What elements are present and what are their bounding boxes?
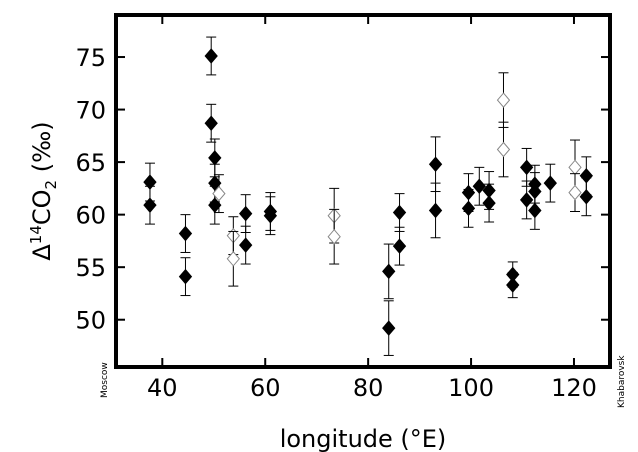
data-point-filled [428,156,443,172]
y-tick-label: 55 [75,254,106,282]
x-tick-label: 100 [448,374,494,402]
data-point-filled [579,189,593,205]
data-point-filled [461,200,476,217]
data-point-filled [263,207,278,224]
data-points [143,36,593,356]
y-tick-label: 60 [75,202,106,230]
data-point-filled [382,320,396,336]
y-axis-title-main: CO [28,189,56,225]
data-point-filled [519,192,534,208]
data-point-open [496,92,511,108]
data-point-filled [208,150,222,166]
edge-label-khabarovsk: Khabarovsk [617,355,627,408]
data-point-filled [482,195,496,211]
data-point-filled [506,277,520,293]
data-point-filled [392,204,407,221]
data-point-filled [428,202,443,219]
x-tick-label: 120 [551,374,597,402]
y-axis-title-suffix: (‰) [28,121,56,180]
data-point-filled [392,238,407,254]
data-point-open [496,141,511,158]
x-axis-title: longitude (°E) [280,425,447,452]
data-point-filled [239,205,253,222]
x-tick-label: 40 [147,374,178,402]
y-axis-title: Δ14CO2 (‰) [27,121,60,260]
y-axis-title-sup: 14 [27,225,45,244]
data-point-open [327,228,341,245]
data-point-open [212,185,226,202]
plot-frame [114,13,612,369]
plot-border [114,13,612,369]
y-tick-label: 50 [75,307,106,335]
data-point-filled [543,175,557,191]
data-point-open [226,251,240,267]
data-point-filled [178,225,193,242]
y-tick-label: 70 [75,97,106,125]
data-point-filled [382,263,396,280]
y-tick-label: 65 [75,149,106,177]
y-axis-title-sub: 2 [42,180,60,190]
data-point-filled [204,115,218,131]
data-point-filled [528,202,542,219]
x-tick-label: 60 [250,374,281,402]
y-tick-label: 75 [75,44,106,72]
data-point-filled [239,237,253,253]
data-point-open [568,159,582,176]
data-point-filled [143,197,157,213]
data-point-filled [178,268,193,285]
axis-ticks: 40 60 80 100 120 50 55 60 65 70 75 [75,15,610,402]
x-tick-label: 80 [353,374,384,402]
y-axis-title-prefix: Δ [28,244,56,261]
data-point-open [568,184,582,201]
edge-label-moscow: Moscow [100,362,110,398]
data-point-filled [472,178,486,195]
data-point-filled [204,48,218,64]
